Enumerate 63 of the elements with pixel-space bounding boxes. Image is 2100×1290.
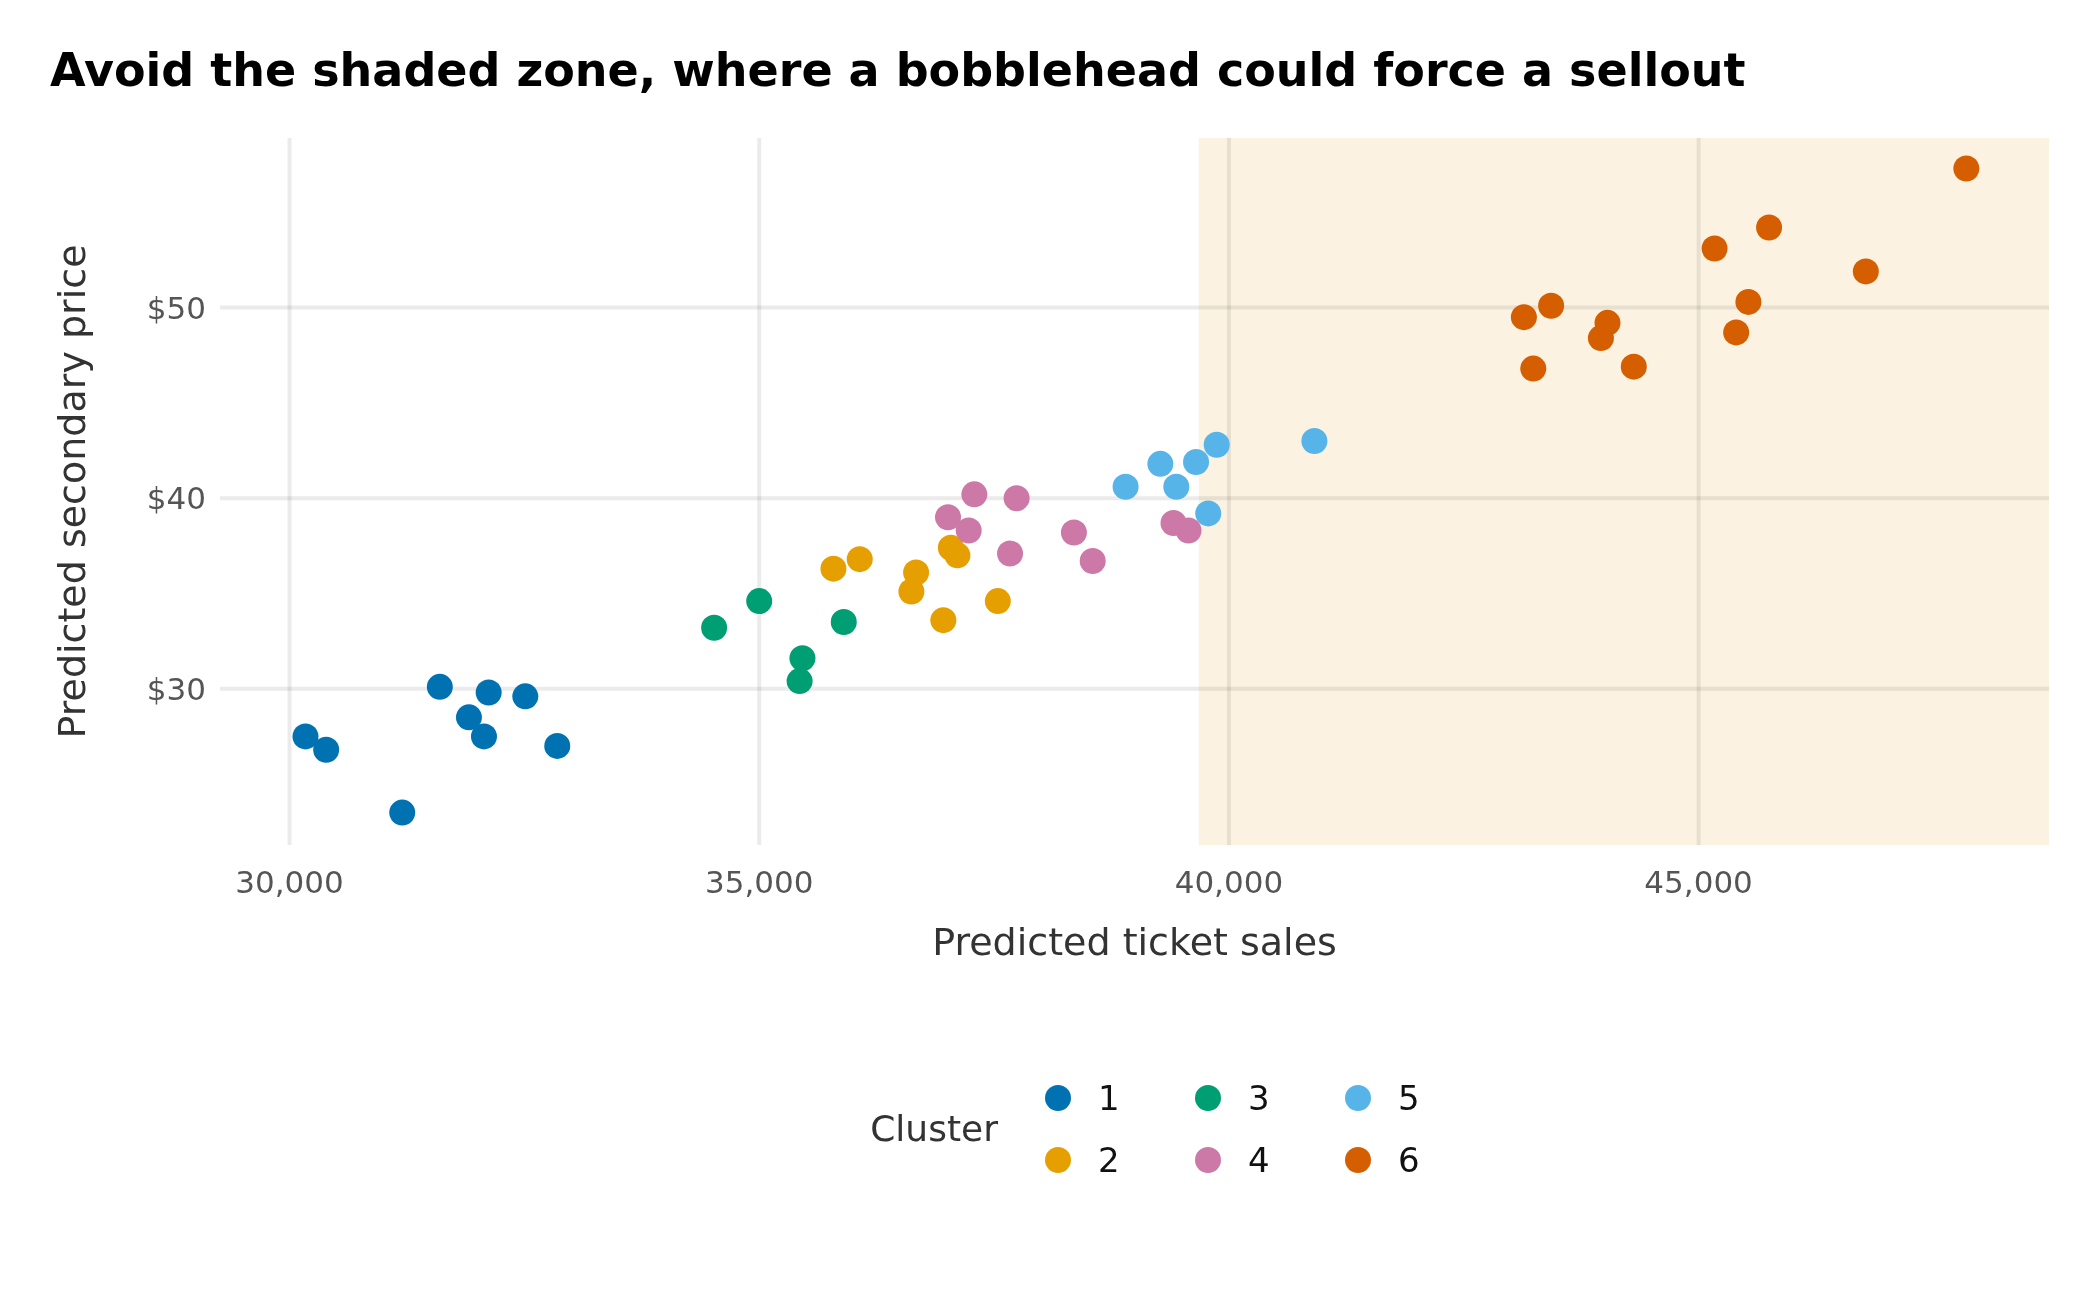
x-axis-title: Predicted ticket sales [932,920,1337,964]
point [846,546,873,573]
point [820,555,847,582]
point [1079,548,1106,575]
point [1060,519,1087,546]
point [512,683,539,710]
point [1195,500,1222,527]
point [903,559,930,586]
point [1112,473,1139,500]
point [1701,235,1728,262]
x-tick-label: 30,000 [235,864,344,900]
x-tick-label: 45,000 [1644,864,1753,900]
point [786,668,813,695]
legend-label: 1 [1098,1078,1120,1118]
point [1163,473,1190,500]
point [1203,431,1230,458]
x-tick-label: 40,000 [1174,864,1284,900]
legend-label: 3 [1248,1078,1270,1118]
point [1735,288,1762,315]
legend-label: 6 [1398,1140,1420,1180]
point [955,517,982,544]
y-tick-label: $50 [146,289,206,326]
point [1003,485,1030,512]
point [1175,517,1202,544]
point [997,540,1024,567]
point [389,799,416,826]
point [470,723,497,750]
point [1756,214,1783,241]
point [1183,448,1210,475]
point [930,607,957,634]
point [1723,319,1750,346]
chart-title: Avoid the shaded zone, where a bobblehead could force a sellout [50,43,1746,97]
point [1520,355,1547,382]
point [830,609,857,636]
point [292,723,319,750]
point [1620,353,1647,380]
point [1147,450,1174,477]
legend-label: 4 [1248,1140,1270,1180]
point [701,614,728,641]
legend-label: 2 [1098,1140,1120,1180]
point [1510,304,1537,331]
x-tick-label: 35,000 [704,864,814,900]
point [1852,258,1879,285]
y-axis-title: Predicted secondary price [50,244,94,739]
legend-label: 5 [1398,1078,1420,1118]
point [1538,292,1565,319]
point [544,732,571,759]
point [789,645,816,672]
point [313,736,340,763]
y-tick-label: $40 [146,480,206,517]
point [475,679,502,706]
point [1953,155,1980,182]
point [944,542,971,569]
point [984,588,1011,615]
legend-title: Cluster [870,1108,999,1149]
point [961,481,988,508]
point [455,704,482,731]
point [1301,428,1328,454]
y-tick-label: $30 [146,670,206,707]
point [746,588,773,615]
point [426,673,453,700]
point [1594,309,1621,336]
point [935,504,962,531]
